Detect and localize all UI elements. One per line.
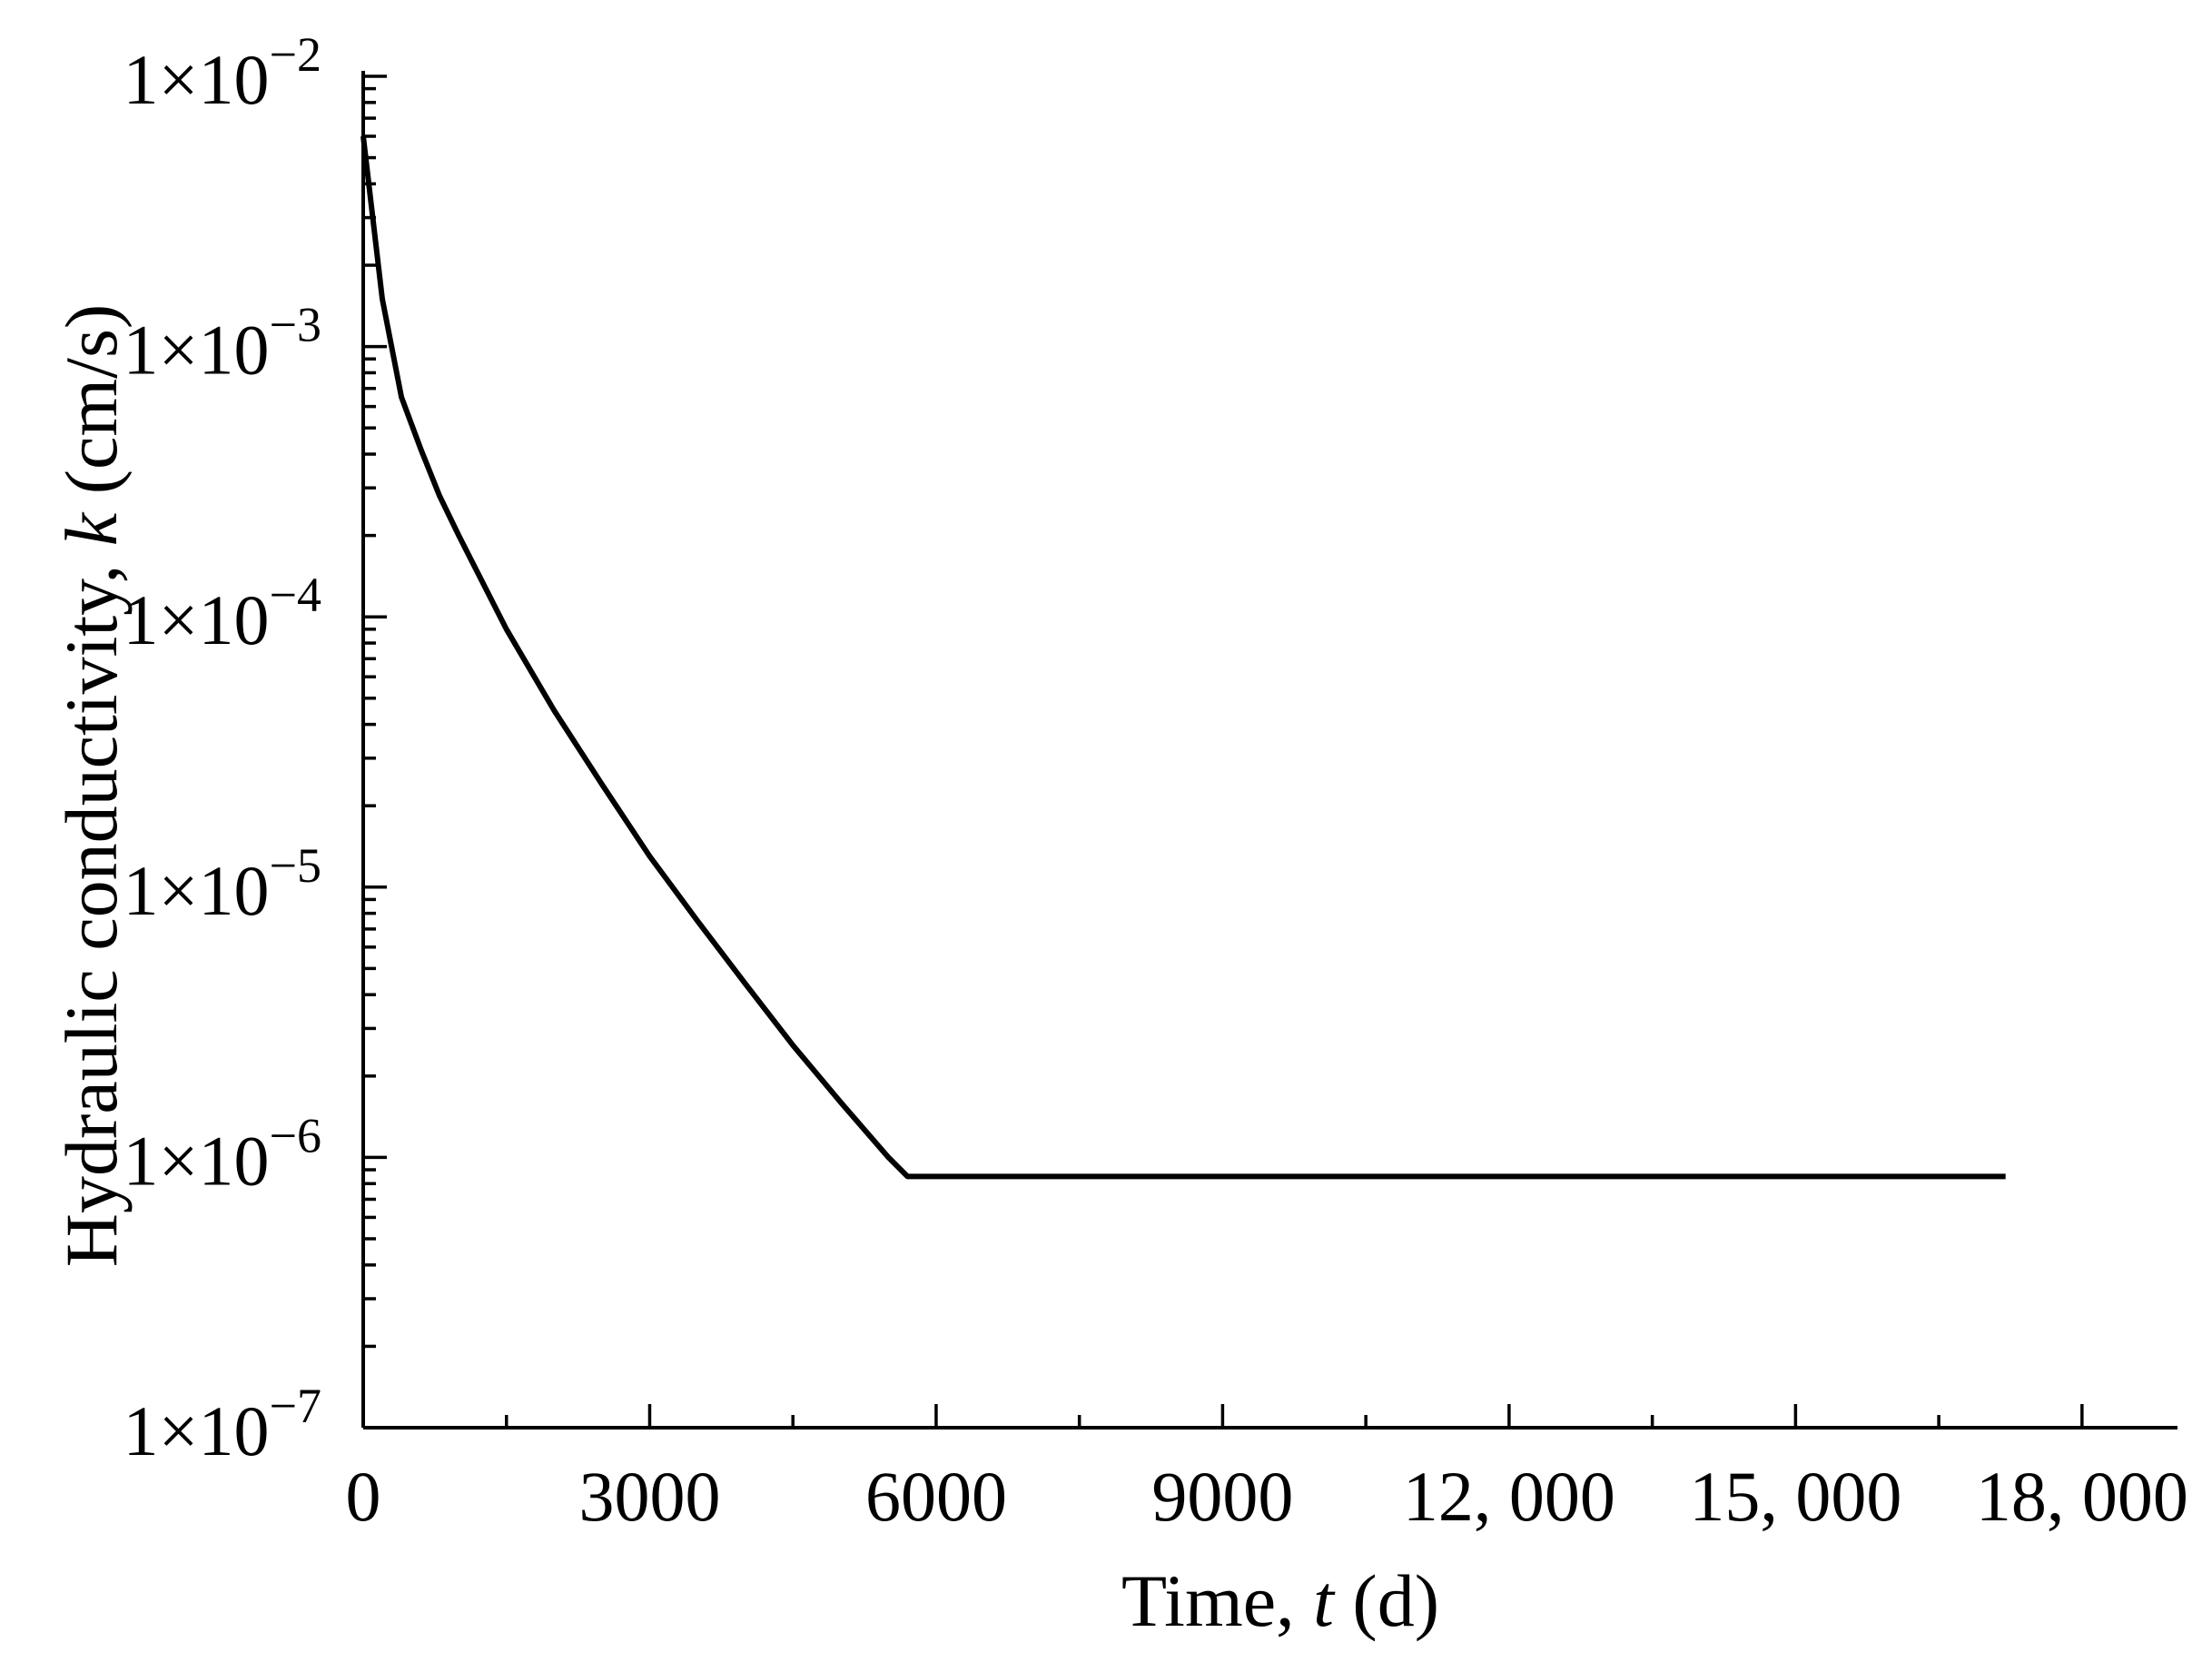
x-tick-label: 0 [346, 1457, 381, 1536]
plot-area: 0 3000 6000 9000 12, 000 15, 000 18, 000 1×10−… [123, 27, 2188, 1536]
y-tick-label: 1×10−5 [123, 838, 321, 930]
y-tick-label: 1×10−3 [123, 298, 321, 390]
y-tick-label: 1×10−2 [123, 27, 321, 119]
y-tick-label: 1×10−6 [123, 1108, 321, 1200]
x-axis-label: Time, t (d) [1121, 1559, 1439, 1642]
x-axis-ticks: 0 3000 6000 9000 12, 000 15, 000 18, 000 [346, 1404, 2188, 1536]
x-tick-label: 15, 000 [1689, 1457, 1901, 1536]
x-tick-label: 12, 000 [1403, 1457, 1615, 1536]
series-line [360, 135, 2006, 1180]
x-tick-label: 6000 [865, 1457, 1007, 1536]
y-axis-label: Hydraulic conductivity, k (cm/s) [50, 304, 133, 1267]
x-tick-label: 9000 [1151, 1457, 1293, 1536]
x-tick-label: 18, 000 [1976, 1457, 2188, 1536]
x-tick-label: 3000 [578, 1457, 720, 1536]
y-tick-label: 1×10−7 [123, 1379, 321, 1470]
y-tick-label: 1×10−4 [123, 568, 321, 659]
y-axis-ticks: 1×10−7 1×10−6 1×10−5 1×10−4 1×10−3 1×10−2 [123, 27, 387, 1470]
